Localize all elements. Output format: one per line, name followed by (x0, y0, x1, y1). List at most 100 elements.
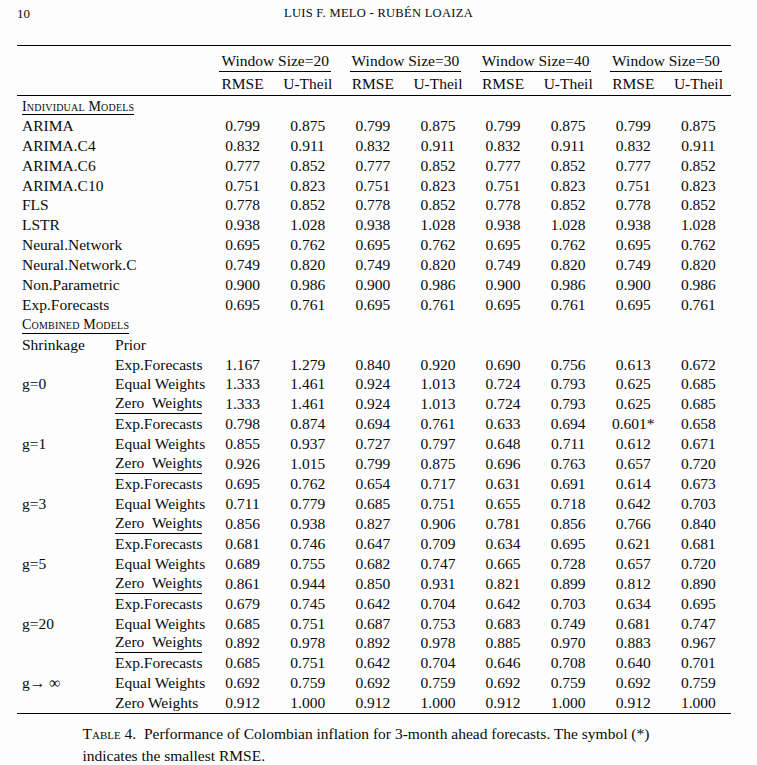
value-cell: 0.658 (666, 414, 731, 434)
value-cell: 1.028 (405, 215, 470, 235)
utheil-header: U-Theil (536, 72, 601, 96)
shrinkage-label-cell (17, 534, 110, 554)
metric-header-row: RMSE U-Theil RMSE U-Theil RMSE U-Theil R… (17, 72, 731, 96)
prior-label: Exp.Forecasts (115, 535, 202, 552)
value-cell: 0.685 (340, 494, 405, 514)
value-cell: 0.695 (340, 295, 405, 315)
shrinkage-label-cell (17, 514, 110, 534)
row-spacer (210, 335, 731, 355)
value-cell: 0.761 (275, 295, 340, 315)
value-cell: 0.751 (471, 176, 536, 196)
value-cell: 0.703 (536, 594, 601, 614)
value-cell: 0.701 (666, 653, 731, 673)
value-cell: 0.761 (666, 295, 731, 315)
prior-label: Equal Weights (115, 615, 205, 632)
value-cell: 0.672 (666, 355, 731, 375)
table-row: Neural.Network.C0.7490.8200.7490.8200.74… (17, 255, 731, 275)
value-cell: 0.683 (471, 614, 536, 634)
prior-label: Exp.Forecasts (115, 595, 202, 612)
value-cell: 0.911 (275, 136, 340, 156)
value-cell: 0.692 (210, 673, 275, 693)
table-row: Zero Weights0.8610.9440.8500.9310.8210.8… (17, 574, 731, 594)
prior-label-cell: Exp.Forecasts (110, 474, 210, 494)
value-cell: 0.821 (471, 574, 536, 594)
shrinkage-label-cell (17, 414, 110, 434)
prior-label: Zero Weights (115, 633, 202, 653)
value-cell: 0.970 (536, 633, 601, 653)
value-cell: 0.777 (601, 156, 666, 176)
table-row: Neural.Network0.6950.7620.6950.7620.6950… (17, 235, 731, 255)
prior-label: Equal Weights (115, 555, 205, 572)
value-cell: 0.892 (210, 633, 275, 653)
value-cell: 0.926 (210, 454, 275, 474)
shrinkage-label-cell: g=5 (17, 554, 110, 574)
value-cell: 0.823 (405, 176, 470, 196)
value-cell: 0.695 (340, 235, 405, 255)
header-spacer (17, 72, 210, 96)
value-cell: 0.899 (536, 574, 601, 594)
value-cell: 0.883 (601, 633, 666, 653)
value-cell: 0.679 (210, 594, 275, 614)
table-row: ARIMA.C40.8320.9110.8320.9110.8320.9110.… (17, 136, 731, 156)
window-size-label: Window Size=30 (350, 52, 462, 72)
value-cell: 0.703 (666, 494, 731, 514)
value-cell: 0.900 (471, 275, 536, 295)
shrinkage-label-cell (17, 594, 110, 614)
value-cell: 1.000 (666, 693, 731, 713)
value-cell: 0.612 (601, 434, 666, 454)
results-table: Window Size=20 Window Size=30 Window Siz… (17, 45, 731, 714)
table-row: g=3Equal Weights0.7110.7790.6850.7510.65… (17, 494, 731, 514)
value-cell: 0.720 (666, 554, 731, 574)
value-cell: 1.461 (275, 374, 340, 394)
model-label-cell: FLS (17, 195, 210, 215)
value-cell: 0.820 (536, 255, 601, 275)
value-cell: 0.751 (340, 176, 405, 196)
value-cell: 0.711 (210, 494, 275, 514)
value-cell: 0.647 (340, 534, 405, 554)
value-cell: 0.709 (405, 534, 470, 554)
table-row: g=20Equal Weights0.6850.7510.6870.7530.6… (17, 614, 731, 634)
value-cell: 0.911 (666, 136, 731, 156)
shrinkage-label-cell (17, 454, 110, 474)
value-cell: 1.028 (666, 215, 731, 235)
shrinkage-prior-row: ShrinkagePrior (17, 335, 731, 355)
value-cell: 0.852 (275, 195, 340, 215)
value-cell: 0.777 (210, 156, 275, 176)
value-cell: 0.875 (405, 116, 470, 136)
section-title-cell: Individual Models (17, 96, 731, 116)
utheil-header: U-Theil (275, 72, 340, 96)
value-cell: 0.779 (275, 494, 340, 514)
table-row: g=5Equal Weights0.6890.7550.6820.7470.66… (17, 554, 731, 574)
shrinkage-label-cell (17, 474, 110, 494)
window-size-50-header: Window Size=50 (601, 46, 731, 73)
value-cell: 0.753 (405, 614, 470, 634)
shrinkage-label-cell (17, 653, 110, 673)
value-cell: 0.751 (210, 176, 275, 196)
value-cell: 0.761 (405, 414, 470, 434)
value-cell: 0.856 (210, 514, 275, 534)
value-cell: 0.852 (275, 156, 340, 176)
table-row: Non.Parametric0.9000.9860.9000.9860.9000… (17, 275, 731, 295)
value-cell: 0.673 (666, 474, 731, 494)
value-cell: 0.852 (405, 195, 470, 215)
prior-label: Zero Weights (115, 514, 202, 534)
value-cell: 0.718 (536, 494, 601, 514)
value-cell: 0.747 (666, 614, 731, 634)
value-cell: 0.694 (340, 414, 405, 434)
value-cell: 0.614 (601, 474, 666, 494)
value-cell: 0.799 (471, 116, 536, 136)
value-cell: 0.621 (601, 534, 666, 554)
value-cell: 0.755 (275, 554, 340, 574)
value-cell: 0.728 (536, 554, 601, 574)
table-row: Exp.Forecasts0.6950.7610.6950.7610.6950.… (17, 295, 731, 315)
section-title-row: Individual Models (17, 96, 731, 116)
value-cell: 0.861 (210, 574, 275, 594)
prior-label-cell: Zero Weights (110, 633, 210, 653)
table-row: Zero Weights0.8560.9380.8270.9060.7810.8… (17, 514, 731, 534)
value-cell: 0.642 (471, 594, 536, 614)
table-row: g→ ∞Equal Weights0.6920.7590.6920.7590.6… (17, 673, 731, 693)
value-cell: 0.986 (536, 275, 601, 295)
value-cell: 0.692 (601, 673, 666, 693)
value-cell: 0.654 (340, 474, 405, 494)
value-cell: 1.000 (536, 693, 601, 713)
